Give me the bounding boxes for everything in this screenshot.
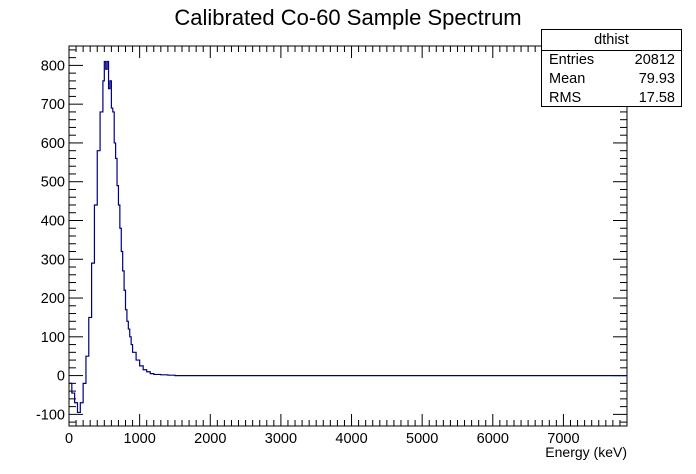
- stats-row-entries: Entries 20812: [542, 51, 681, 70]
- x-tick-label: 1000: [124, 431, 156, 447]
- y-tick-label: 100: [41, 330, 65, 346]
- x-tick-label: 7000: [547, 431, 579, 447]
- y-tick-label: 200: [41, 291, 65, 307]
- y-tick-label: 0: [57, 369, 65, 385]
- x-tick-label: 6000: [477, 431, 509, 447]
- stats-value: 20812: [634, 52, 675, 68]
- y-tick-label: 800: [41, 58, 65, 74]
- stats-value: 17.58: [638, 90, 675, 106]
- x-tick-label: 2000: [194, 431, 226, 447]
- stats-row-mean: Mean 79.93: [542, 70, 681, 89]
- stats-title: dthist: [542, 30, 681, 51]
- y-tick-label: 700: [41, 97, 65, 113]
- stats-label: RMS: [549, 90, 582, 106]
- x-tick-label: 4000: [335, 431, 367, 447]
- y-tick-label: 500: [41, 175, 65, 191]
- x-tick-label: 0: [65, 431, 73, 447]
- stats-value: 79.93: [638, 71, 675, 87]
- stats-label: Mean: [549, 71, 586, 87]
- y-tick-label: 400: [41, 213, 65, 229]
- stats-row-rms: RMS 17.58: [542, 89, 681, 108]
- y-tick-label: -100: [36, 407, 65, 423]
- y-tick-label: 300: [41, 252, 65, 268]
- y-tick-label: 600: [41, 136, 65, 152]
- x-axis-label: Energy (keV): [545, 444, 627, 460]
- spectrum-line: [69, 60, 627, 414]
- x-tick-label: 5000: [406, 431, 438, 447]
- stats-label: Entries: [549, 52, 595, 68]
- stats-box: dthist Entries 20812 Mean 79.93 RMS 17.5…: [541, 29, 682, 107]
- x-tick-label: 3000: [265, 431, 297, 447]
- chart-title: Calibrated Co-60 Sample Spectrum: [174, 5, 522, 30]
